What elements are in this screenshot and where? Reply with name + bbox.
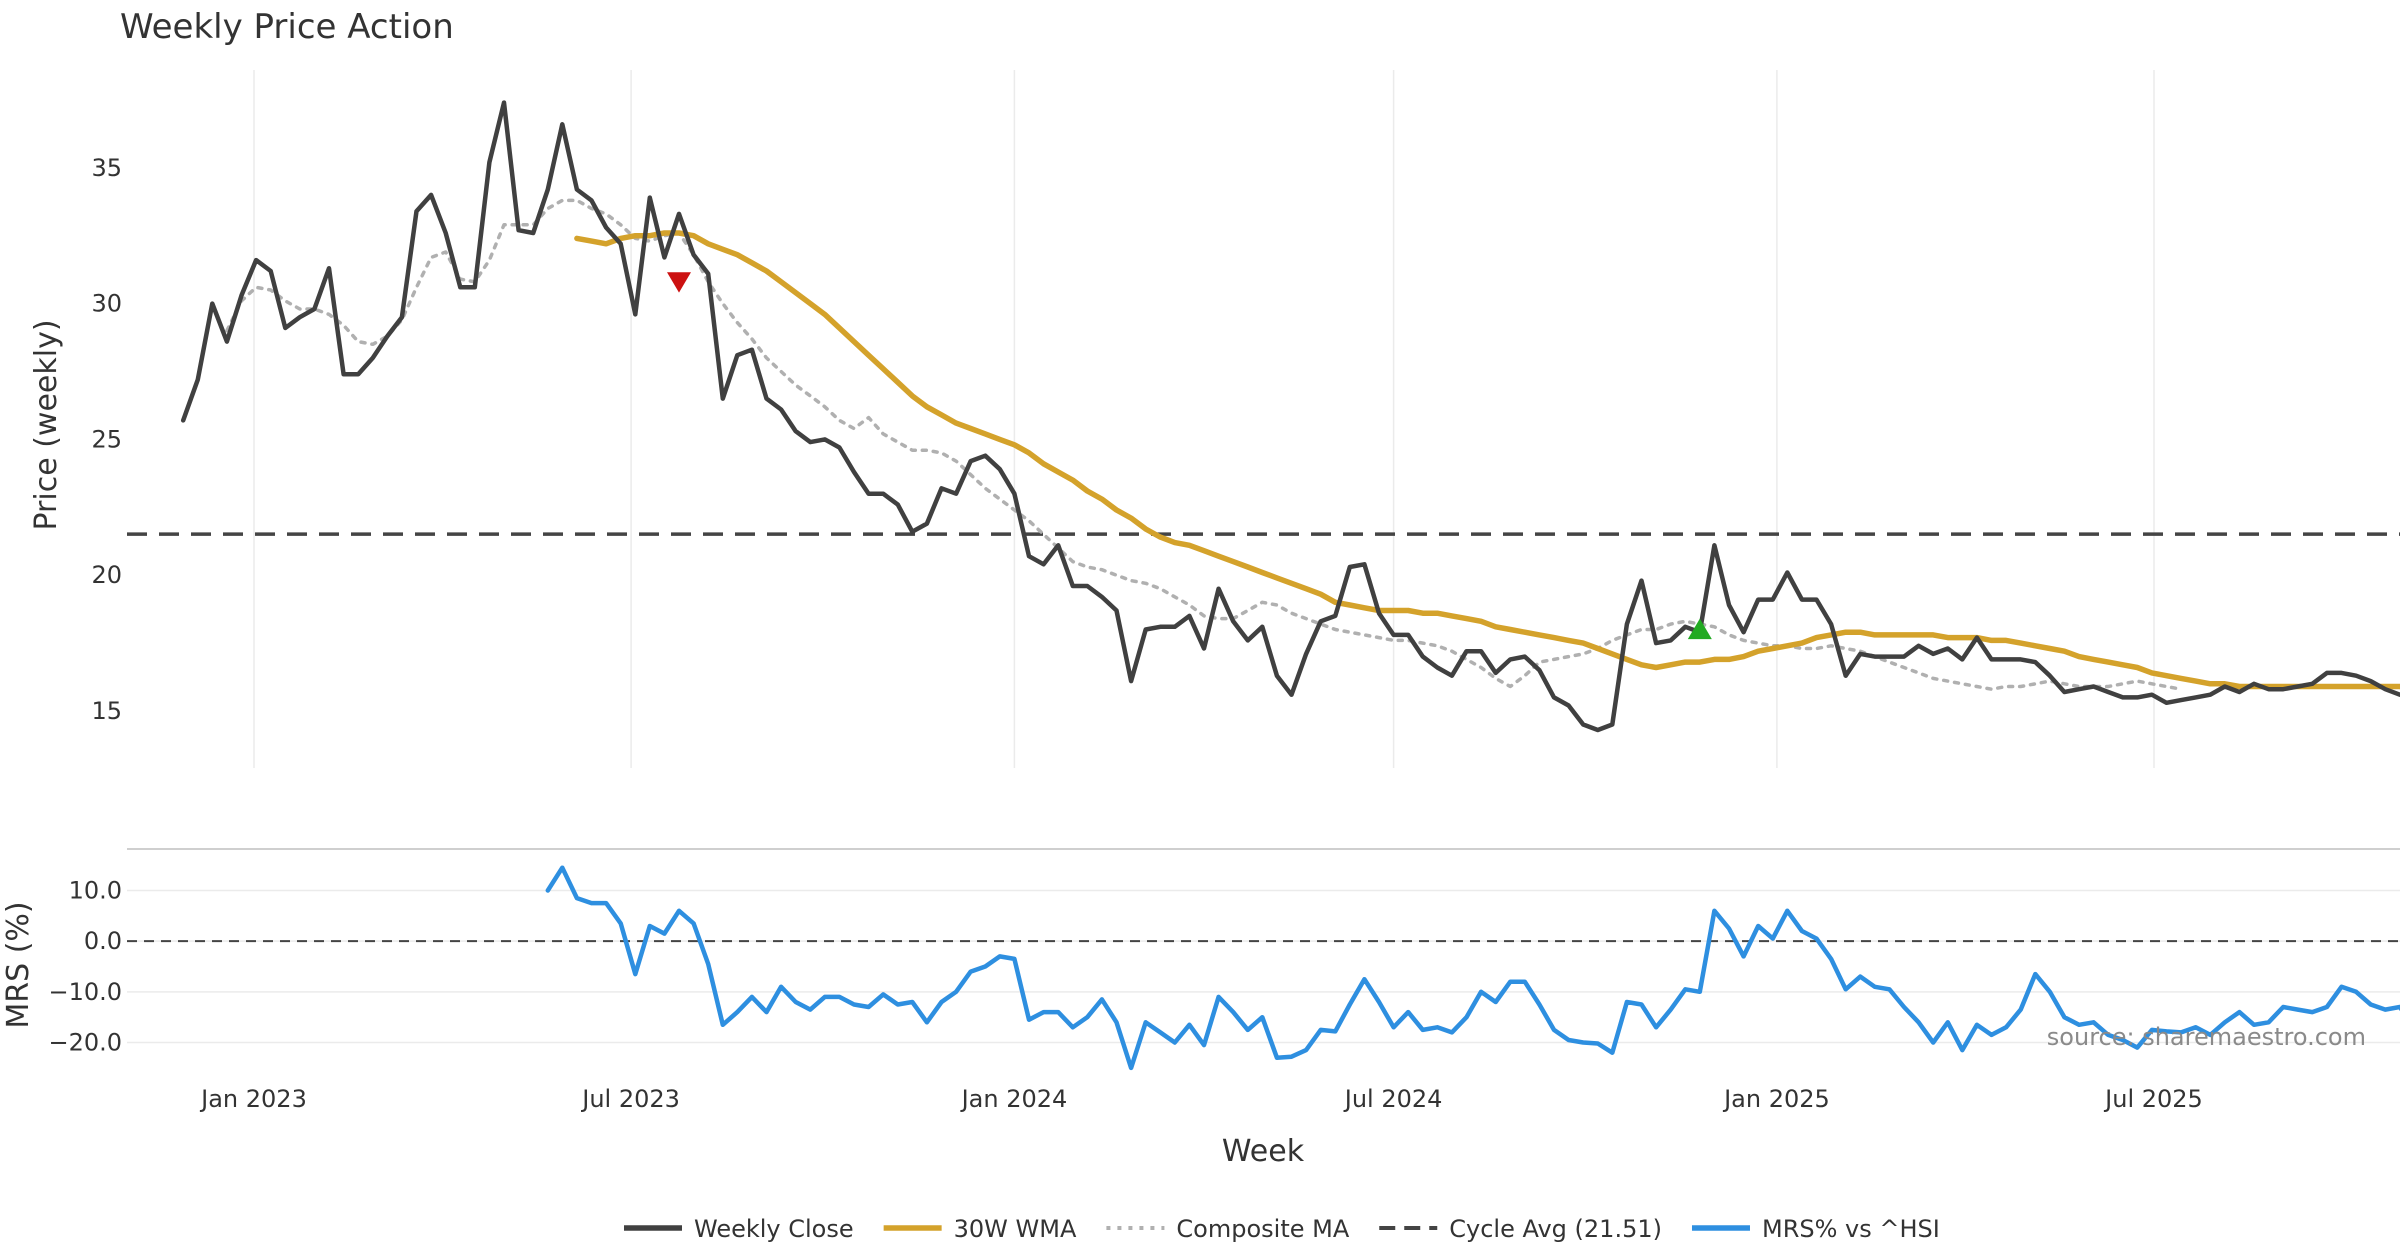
x-axis-title: Week: [1222, 1134, 1305, 1169]
price-series-lines: [180, 100, 2400, 733]
x-tick-label: Jul 2023: [580, 1085, 680, 1113]
chart-title: Weekly Price Action: [120, 7, 454, 47]
price-y-tick-label: 20: [91, 561, 122, 589]
series-line-composite-ma: [225, 198, 2183, 691]
price-y-tick-label: 25: [91, 425, 122, 453]
price-y-tick-label: 35: [91, 154, 122, 182]
mrs-y-ticks: 10.0 0.0 −10.0 −20.0: [48, 876, 122, 1056]
x-ticks: Jan 2023 Jul 2023 Jan 2024 Jul 2024 Jan 2025…: [199, 1085, 2203, 1113]
price-y-ticks: 15 20 25 30 35: [91, 154, 122, 725]
mrs-y-tick-label: −20.0: [48, 1029, 122, 1057]
mrs-y-tick-label: 0.0: [84, 927, 122, 955]
legend-label: Cycle Avg (21.51): [1449, 1215, 1662, 1243]
price-grid: [253, 70, 2155, 768]
legend-label: MRS% vs ^HSI: [1762, 1215, 1940, 1243]
x-tick-label: Jul 2024: [1343, 1085, 1443, 1113]
signal-markers: [667, 272, 1712, 640]
mrs-y-axis-title: MRS (%): [1, 901, 36, 1028]
price-y-tick-label: 30: [91, 290, 122, 318]
legend: Weekly Close 30W WMA Composite MA Cycle Avg…: [624, 1215, 1940, 1243]
price-y-tick-label: 15: [91, 697, 122, 725]
buy-signal-marker: [1687, 618, 1712, 640]
x-tick-label: Jan 2024: [960, 1085, 1068, 1113]
price-y-axis-title: Price (weekly): [29, 319, 64, 530]
series-line-30w-wma: [574, 230, 2400, 690]
mrs-series-lines: [545, 865, 2400, 1071]
source-credit: source: sharemaestro.com: [2047, 1023, 2366, 1051]
x-tick-label: Jan 2023: [199, 1085, 307, 1113]
legend-label: Composite MA: [1176, 1215, 1349, 1243]
legend-label: 30W WMA: [954, 1215, 1077, 1243]
sell-signal-marker: [667, 272, 691, 293]
mrs-y-tick-label: 10.0: [69, 876, 122, 904]
x-tick-label: Jan 2025: [1722, 1085, 1830, 1113]
mrs-y-tick-label: −10.0: [48, 978, 122, 1006]
series-line-weekly-close: [180, 100, 2400, 733]
x-tick-label: Jul 2025: [2103, 1085, 2203, 1113]
series-line-mrs-vs-hsi: [545, 865, 2400, 1071]
legend-label: Weekly Close: [694, 1215, 854, 1243]
